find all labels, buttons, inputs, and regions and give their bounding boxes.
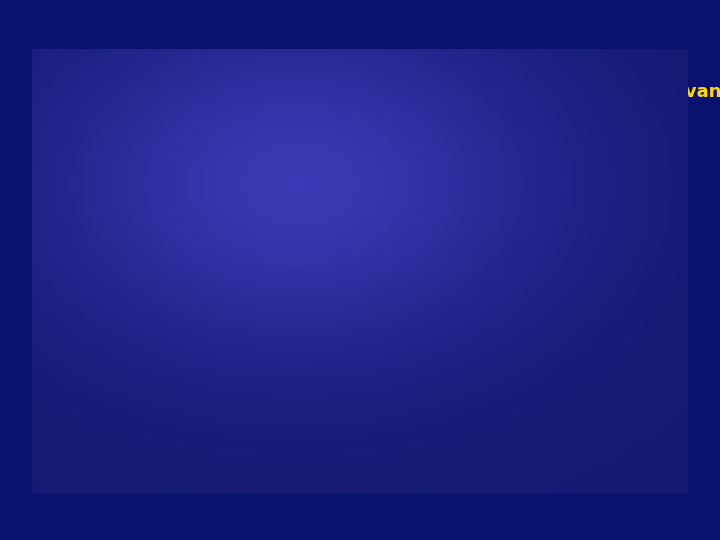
Bar bbox=[291, 246, 447, 300]
Text: Sustaining
Value: Sustaining Value bbox=[557, 222, 623, 244]
Text: Value not
offset by costs: Value not offset by costs bbox=[543, 297, 636, 319]
Text: Generating
Value: Generating Value bbox=[111, 222, 181, 244]
Text: Retaining
Value: Retaining Value bbox=[116, 297, 176, 319]
Text: Opportunism/Timing: Opportunism/Timing bbox=[456, 360, 609, 373]
Text: Competitive Advantage: Competitive Advantage bbox=[268, 265, 470, 280]
Text: Appropriability: Appropriability bbox=[146, 360, 259, 373]
Bar bbox=[450, 114, 615, 192]
Text: Unique Competencies: Unique Competencies bbox=[122, 123, 284, 136]
Text: Offsetting the cost of acquiring
resources and capabilities: Offsetting the cost of acquiring resourc… bbox=[451, 394, 613, 416]
Text: Retention of value created
inside the firm: Retention of value created inside the fi… bbox=[134, 394, 272, 416]
Bar bbox=[450, 352, 615, 429]
Text: Sustainability: Sustainability bbox=[480, 123, 584, 136]
Text: Source:  Adapted from Peteraf (1993) and Ghemawat (1991).: Source: Adapted from Peteraf (1993) and … bbox=[118, 457, 523, 470]
Text: Supported by resources and
capabilities owned by the firm: Supported by resources and capabilities … bbox=[124, 157, 282, 179]
Bar bbox=[121, 352, 285, 429]
Bar bbox=[121, 114, 285, 192]
Bar bbox=[115, 102, 623, 445]
Text: The Resource-Based View: Elements of Competitive Advantage: The Resource-Based View: Elements of Com… bbox=[129, 83, 720, 101]
Text: Lack of substitution and
imitation by competitors: Lack of substitution and imitation by co… bbox=[468, 157, 597, 179]
